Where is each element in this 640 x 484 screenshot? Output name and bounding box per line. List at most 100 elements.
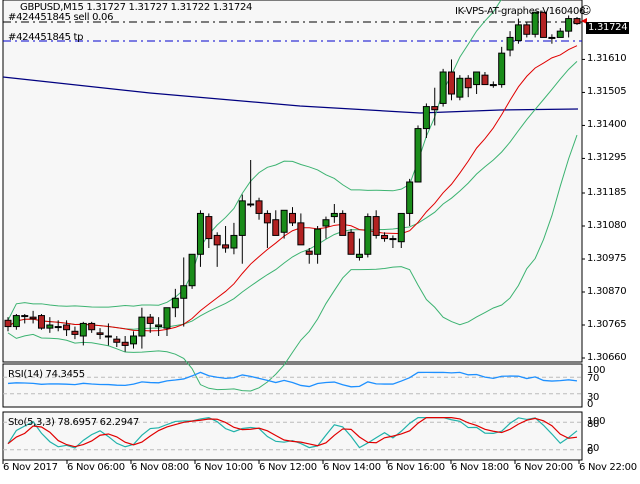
- time-tick: 6 Nov 12:00: [259, 462, 317, 473]
- time-tick: 6 Nov 16:00: [387, 462, 445, 473]
- candle-body: [514, 24, 522, 42]
- candle-body: [180, 285, 188, 299]
- candle-body: [506, 36, 514, 51]
- price-tick: 1.31400: [587, 119, 627, 131]
- smiley-icon: ☺: [580, 4, 592, 17]
- time-tick: 6 Nov 22:00: [579, 462, 637, 473]
- candle-body: [46, 324, 54, 329]
- candle-body: [297, 222, 305, 246]
- red-moving-average: [7, 45, 578, 332]
- candle-body: [381, 234, 389, 240]
- candle-body: [389, 238, 397, 241]
- candle-body: [456, 77, 464, 98]
- bollinger-upper: [7, 0, 502, 321]
- candle-body: [364, 216, 372, 255]
- candle-body: [4, 319, 12, 328]
- candle-body: [12, 315, 20, 328]
- candle-body: [138, 316, 146, 337]
- candle-body: [29, 316, 37, 320]
- time-tick: 6 Nov 06:00: [67, 462, 125, 473]
- candle-body: [548, 36, 556, 39]
- candle-body: [71, 330, 79, 335]
- price-tick: 1.31610: [587, 53, 627, 65]
- candle-body: [339, 212, 347, 236]
- candle-body: [21, 315, 29, 318]
- candle-body: [406, 181, 414, 214]
- candle-body: [414, 128, 422, 183]
- price-tick: 1.30975: [587, 253, 627, 264]
- candle-body: [573, 18, 581, 25]
- candle-body: [130, 335, 138, 345]
- candle-body: [464, 77, 472, 89]
- order-arrow-icon: [581, 18, 587, 24]
- sto-signal-line: [7, 417, 578, 448]
- candle-body: [230, 234, 238, 249]
- candle-body: [146, 316, 154, 324]
- candle-body: [113, 338, 121, 343]
- time-tick: 6 Nov 08:00: [131, 462, 189, 473]
- rsi-level-100: 100: [587, 365, 606, 376]
- price-tick: 1.31295: [587, 152, 627, 164]
- rsi-level-70: 70: [587, 373, 600, 384]
- tp-label: #424451845 tp: [8, 32, 84, 43]
- candle-body: [447, 71, 455, 95]
- sto-level-100: 100: [587, 416, 606, 427]
- candle-body: [565, 18, 573, 32]
- rsi-label: RSI(14) 74.3455: [8, 369, 85, 380]
- candle-body: [347, 231, 355, 255]
- candle-body: [431, 106, 439, 111]
- candle-body: [540, 11, 548, 38]
- sto-main-line: [7, 416, 578, 449]
- candle-body: [314, 228, 322, 255]
- candle-body: [523, 24, 531, 35]
- price-tick: 1.31505: [587, 86, 627, 98]
- candle-body: [222, 244, 230, 249]
- candle-body: [247, 203, 255, 206]
- price-tick: 1.30660: [587, 352, 627, 363]
- moving-average-line: [2, 76, 579, 114]
- candle-body: [163, 307, 171, 329]
- candle-body: [54, 326, 62, 329]
- time-tick: 6 Nov 10:00: [195, 462, 253, 473]
- time-tick: 6 Nov 14:00: [323, 462, 381, 473]
- order-label: #424451845 sell 0.06: [8, 12, 114, 23]
- sto-label: Sto(5,3,3) 78.6957 62.2947: [8, 417, 139, 428]
- sto-panel: [2, 411, 583, 461]
- candle-body: [397, 212, 405, 243]
- price-tick: 1.30765: [587, 319, 627, 330]
- expert-name: IK-VPS-AT-graphes-V160406: [455, 6, 586, 17]
- candle-body: [498, 52, 506, 86]
- price-tick: 1.31080: [587, 220, 627, 231]
- bollinger-lower: [7, 134, 578, 392]
- symbol-info: GBPUSD,M15 1.31727 1.31727 1.31722 1.317…: [20, 2, 253, 13]
- candle-body: [196, 212, 204, 255]
- candle-body: [255, 200, 263, 214]
- candle-body: [473, 71, 481, 86]
- candle-body: [556, 30, 564, 38]
- candle-body: [213, 234, 221, 246]
- candle-body: [355, 253, 363, 258]
- candle-body: [305, 250, 313, 255]
- candle-body: [188, 253, 196, 287]
- candle-body: [322, 219, 330, 227]
- current-price-tag: 1.31724: [586, 22, 630, 34]
- candle-body: [104, 335, 112, 338]
- rsi-line: [7, 371, 578, 388]
- candle-body: [263, 212, 271, 224]
- sto-level-0: 0: [587, 446, 594, 457]
- candle-body: [272, 219, 280, 236]
- time-tick: 6 Nov 2017: [3, 462, 58, 473]
- candle-body: [330, 212, 338, 218]
- candle-body: [63, 324, 71, 331]
- candle-body: [205, 216, 213, 240]
- price-tick: 1.31185: [587, 187, 627, 198]
- candle-body: [372, 216, 380, 236]
- time-tick: 6 Nov 20:00: [515, 462, 573, 473]
- candle-body: [37, 315, 45, 329]
- rsi-level-30: 30: [587, 392, 600, 403]
- candle-body: [280, 209, 288, 233]
- candle-body: [289, 212, 296, 224]
- candle-body: [439, 71, 447, 104]
